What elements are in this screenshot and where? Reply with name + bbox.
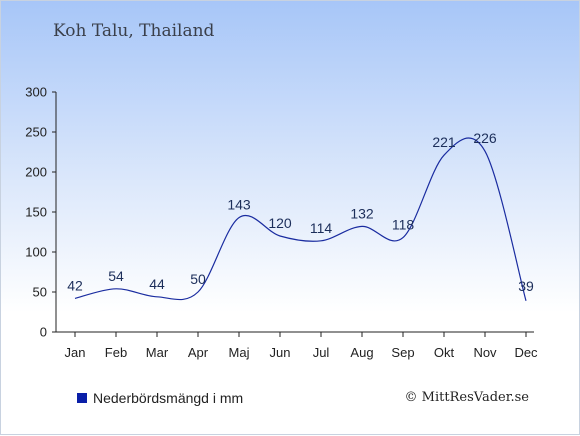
chart-title: Koh Talu, Thailand [53, 21, 215, 41]
y-tick-label: 300 [25, 85, 47, 100]
y-tick-label: 0 [40, 325, 47, 340]
x-tick-label: Dec [514, 345, 538, 360]
data-label: 221 [432, 134, 456, 150]
data-label: 120 [268, 215, 292, 231]
x-tick-label: Jul [313, 345, 330, 360]
x-tick-label: Nov [473, 345, 497, 360]
x-tick-label: Jan [65, 345, 86, 360]
data-label: 44 [149, 276, 165, 292]
data-label: 132 [350, 205, 374, 221]
x-tick-label: Mar [146, 345, 169, 360]
legend-swatch [77, 393, 87, 403]
x-tick-label: Okt [434, 345, 455, 360]
x-tick-label: Maj [229, 345, 250, 360]
data-label: 114 [310, 220, 333, 236]
data-label: 50 [190, 271, 206, 287]
data-label: 42 [67, 277, 83, 293]
data-label: 39 [518, 278, 534, 294]
y-tick-label: 200 [25, 165, 47, 180]
data-label: 118 [392, 217, 415, 233]
x-tick-label: Apr [188, 345, 209, 360]
y-tick-label: 100 [25, 245, 47, 260]
legend-label: Nederbördsmängd i mm [93, 390, 244, 406]
y-tick-label: 150 [25, 205, 47, 220]
x-tick-label: Jun [270, 345, 291, 360]
x-tick-label: Feb [105, 345, 127, 360]
copyright-text: © MittResVader.se [404, 390, 529, 405]
y-tick-label: 250 [25, 125, 47, 140]
x-tick-label: Sep [391, 345, 414, 360]
data-label: 226 [473, 130, 497, 146]
series-line [74, 137, 527, 301]
y-tick-label: 50 [33, 285, 47, 300]
data-label: 143 [227, 197, 251, 213]
data-label: 54 [108, 268, 124, 284]
legend: Nederbördsmängd i mm [77, 390, 243, 406]
x-tick-label: Aug [350, 345, 373, 360]
